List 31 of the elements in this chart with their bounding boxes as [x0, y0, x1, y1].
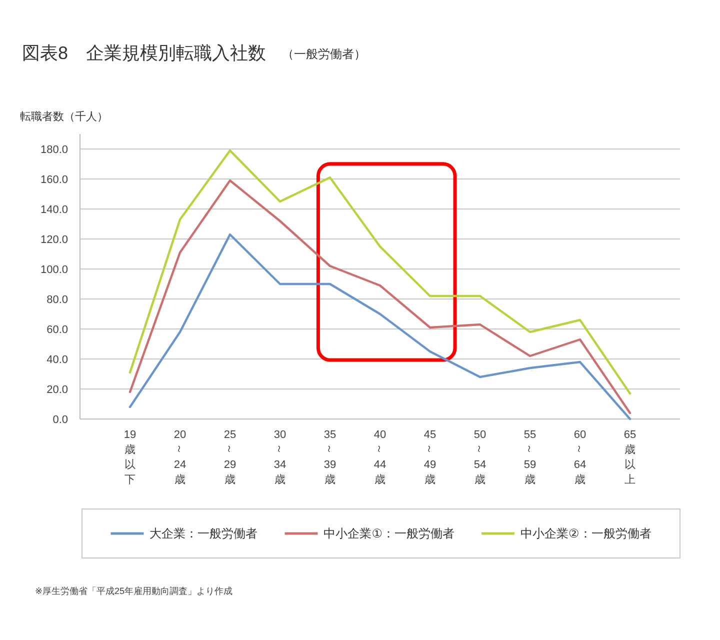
x-tick-label: 55～59歳: [523, 429, 536, 486]
legend-label: 中小企業①：一般労働者: [324, 526, 454, 540]
x-tick-label: 20～24歳: [173, 429, 186, 486]
y-tick-label: 40.0: [46, 354, 68, 366]
y-tick-label: 100.0: [40, 264, 68, 276]
y-tick-label: 180.0: [40, 144, 68, 156]
y-tick-label: 60.0: [46, 324, 68, 336]
x-tick-label: 25～29歳: [223, 429, 236, 486]
y-tick-label: 80.0: [46, 294, 68, 306]
y-tick-label: 160.0: [40, 174, 68, 186]
legend-label: 大企業：一般労働者: [150, 526, 258, 540]
x-tick-label: 40～44歳: [373, 429, 386, 486]
x-tick-label: 35～39歳: [323, 429, 336, 486]
chart-subtitle: （一般労働者）: [282, 47, 366, 61]
x-tick-label: 45～49歳: [423, 429, 436, 486]
x-tick-label: 19歳以下: [124, 429, 136, 486]
line-series: [128, 149, 632, 395]
line-series: [128, 179, 632, 414]
y-tick-label: 140.0: [40, 204, 68, 216]
y-tick-label: 0.0: [52, 414, 68, 426]
y-tick-label: 120.0: [40, 234, 68, 246]
x-tick-label: 60～64歳: [573, 429, 586, 486]
line-series: [128, 233, 632, 420]
x-tick-label: 50～54歳: [473, 429, 486, 486]
legend-label: 中小企業②：一般労働者: [520, 526, 652, 540]
x-tick-label: 30～34歳: [273, 429, 286, 486]
x-tick-label: 65歳以上: [624, 429, 636, 486]
y-tick-label: 20.0: [46, 384, 68, 396]
text: ※厚生労働省「平成25年雇用動向調査」より作成: [35, 586, 233, 596]
y-axis-title: 転職者数（千人）: [20, 110, 108, 123]
chart-title: 図表8 企業規模別転職入社数: [22, 43, 266, 63]
